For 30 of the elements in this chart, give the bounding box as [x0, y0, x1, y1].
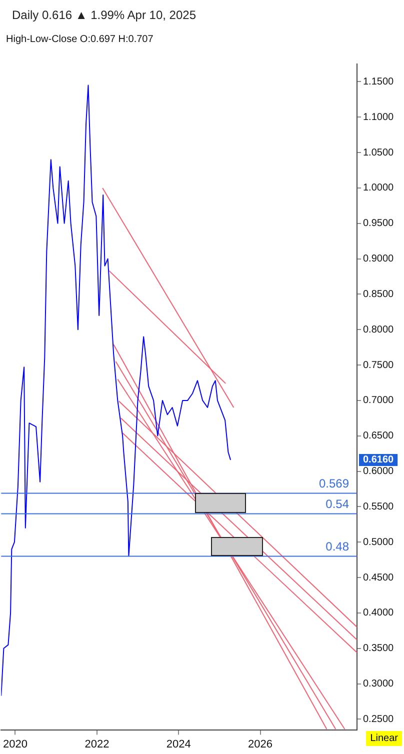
y-tick-label: 0.2500 — [363, 714, 394, 725]
y-tick-label: 0.9000 — [363, 254, 394, 265]
y-tick-label: 0.7000 — [363, 395, 394, 406]
y-tick-label: 0.3500 — [363, 643, 394, 654]
chart-title: Daily 0.616 ▲ 1.99% Apr 10, 2025 — [12, 8, 196, 22]
y-tick-label: 0.6500 — [363, 430, 394, 442]
ref-line-label: 0.569 — [318, 476, 350, 491]
y-tick-label: 0.4500 — [363, 572, 394, 584]
y-tick-label: 0.4000 — [363, 608, 394, 619]
x-tick-label: 2024 — [166, 738, 191, 750]
y-tick-label: 0.7500 — [363, 360, 394, 371]
y-tick-label: 1.1500 — [363, 76, 394, 88]
y-tick-label: 0.6000 — [363, 466, 394, 478]
ref-line-label: 0.54 — [326, 497, 350, 512]
y-tick-label: 1.0000 — [363, 182, 394, 194]
chart-subtitle: High-Low-Close O:0.697 H:0.707 — [6, 34, 154, 45]
y-tick-label: 0.5000 — [363, 536, 394, 548]
x-tick-label: 2026 — [248, 738, 273, 750]
ref-line-label: 0.48 — [326, 540, 350, 554]
x-tick-label: 2022 — [84, 738, 110, 750]
annotation: 0.6160 — [363, 454, 394, 466]
y-tick-label: 1.0500 — [363, 147, 394, 158]
y-tick-label: 0.9500 — [363, 218, 394, 230]
y-tick-label: 0.8000 — [363, 324, 394, 336]
x-tick-label: 2020 — [2, 738, 28, 750]
text: Linear — [366, 731, 402, 746]
y-tick-label: 0.5500 — [363, 501, 394, 512]
y-tick-label: 1.1000 — [363, 112, 394, 123]
y-tick-label: 0.8500 — [363, 288, 394, 300]
y-tick-label: 0.3000 — [363, 678, 394, 690]
